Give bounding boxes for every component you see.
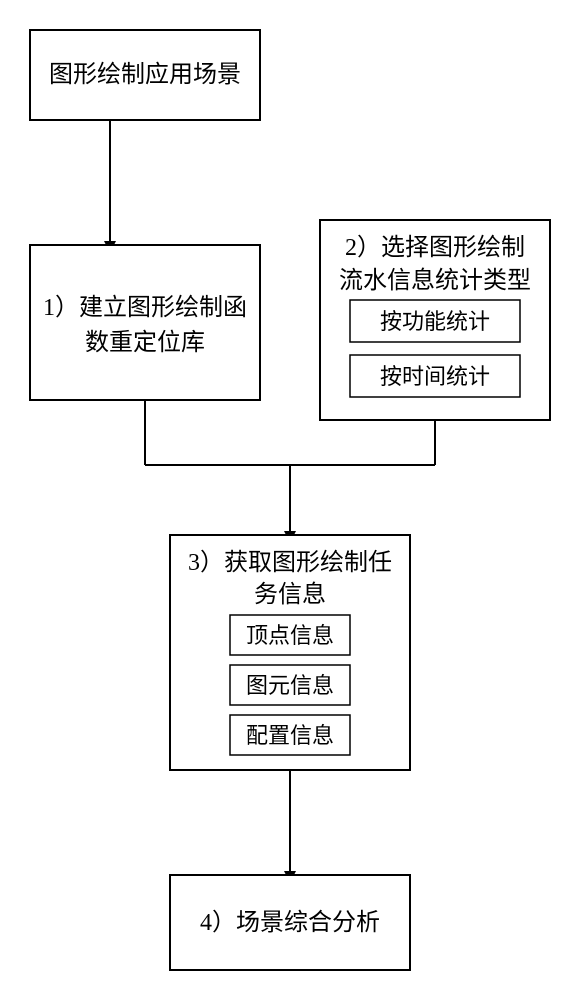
node-label: 3）获取图形绘制任 (188, 549, 392, 576)
sub-label: 配置信息 (246, 723, 334, 748)
sub-label: 图元信息 (246, 673, 334, 698)
node-label: 2）选择图形绘制 (345, 234, 525, 261)
node-label: 务信息 (254, 581, 326, 608)
node-label: 数重定位库 (85, 329, 205, 356)
sub-label: 按时间统计 (380, 364, 490, 389)
flow-node-n0: 图形绘制应用场景 (30, 30, 260, 120)
node-label: 图形绘制应用场景 (49, 61, 241, 88)
flowchart-canvas: 图形绘制应用场景 1）建立图形绘制函数重定位库 2）选择图形绘制流水信息统计类型按功… (0, 0, 582, 1000)
node-box (30, 245, 260, 400)
node-label: 4）场景综合分析 (200, 909, 380, 936)
flow-node-n1: 1）建立图形绘制函数重定位库 (30, 245, 260, 400)
flow-node-n3: 3）获取图形绘制任务信息顶点信息图元信息配置信息 (170, 535, 410, 770)
sub-label: 顶点信息 (246, 623, 334, 648)
sub-label: 按功能统计 (380, 309, 490, 334)
node-label: 1）建立图形绘制函 (43, 294, 247, 321)
node-label: 流水信息统计类型 (339, 267, 531, 294)
flow-node-n4: 4）场景综合分析 (170, 875, 410, 970)
flow-node-n2: 2）选择图形绘制流水信息统计类型按功能统计按时间统计 (320, 220, 550, 420)
